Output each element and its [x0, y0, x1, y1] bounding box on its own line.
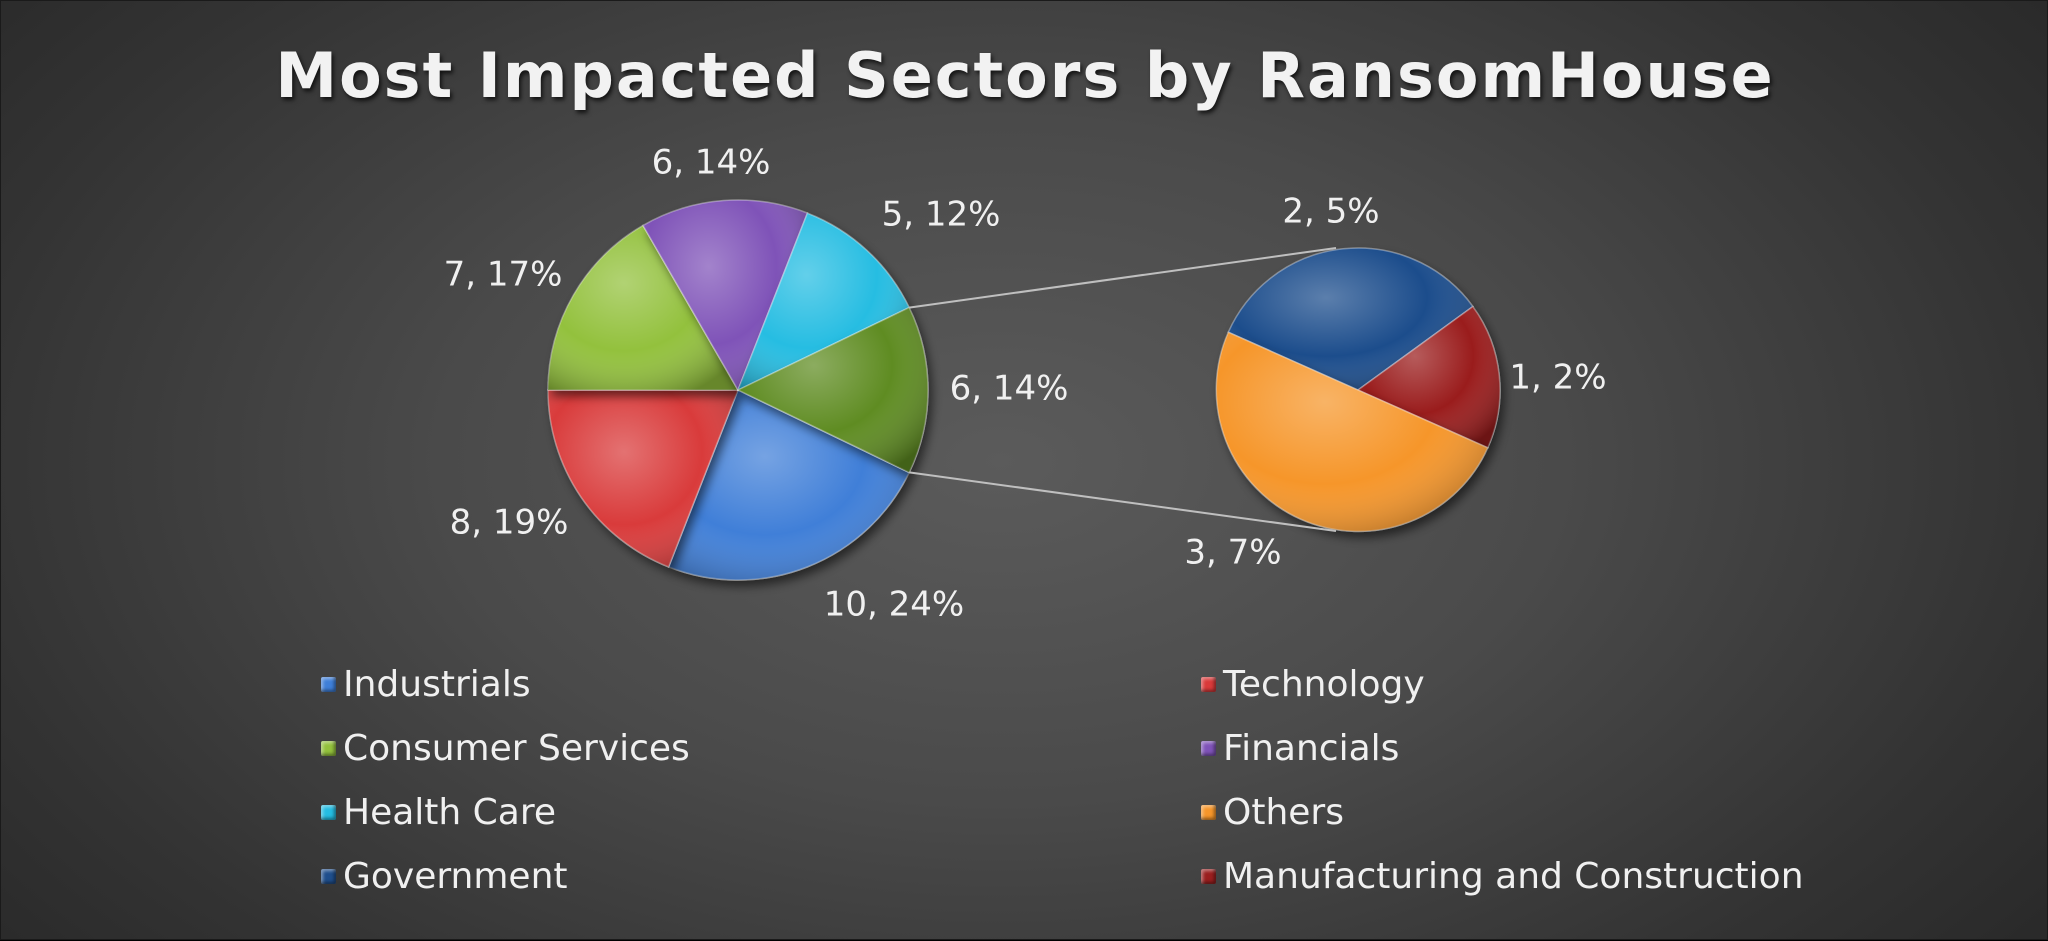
data-label-industrials: 10, 24% [824, 585, 964, 625]
legend-entry-industrials: Industrials [321, 659, 1201, 709]
pie-slice-others [1215, 331, 1489, 533]
pie-slice-financials [641, 199, 809, 392]
legend-label: Health Care [343, 791, 557, 833]
connector-line-top [909, 247, 1337, 309]
legend-label: Financials [1223, 727, 1400, 769]
legend-entry-government: Government [321, 851, 1201, 901]
legend-swatch-industrials [321, 676, 336, 692]
legend-label: Manufacturing and Construction [1223, 855, 1804, 897]
pie-connectors [909, 247, 1337, 532]
data-label-financials: 6, 14% [652, 143, 771, 183]
legend-entry-health-care: Health Care [321, 787, 1201, 837]
chart-title: Most Impacted Sectors by RansomHouse [275, 39, 1775, 112]
legend-label: Industrials [343, 663, 531, 705]
pie-slice-industrials [667, 388, 911, 581]
data-label-technology: 8, 19% [450, 503, 569, 543]
secondary-pie [1215, 247, 1501, 533]
data-label-health-care: 5, 12% [882, 195, 1001, 235]
connector-line-bottom [909, 471, 1337, 532]
pie-slice-consumer-services [547, 224, 740, 391]
legend-swatch-consumer-services [321, 740, 336, 756]
legend-swatch-financials [1201, 740, 1216, 756]
legend-swatch-manufacturing-and-construction [1201, 868, 1216, 884]
legend-label: Government [343, 855, 568, 897]
legend-entry-technology: Technology [1201, 659, 1881, 709]
legend-swatch-government [321, 868, 336, 884]
legend-swatch-technology [1201, 676, 1216, 692]
data-label-government: 2, 5% [1282, 192, 1379, 232]
legend-swatch-health-care [321, 804, 336, 820]
legend-entry-manufacturing-and-construction: Manufacturing and Construction [1201, 851, 1881, 901]
legend-entry-others: Others [1201, 787, 1881, 837]
data-labels: 10, 24% 8, 19% 7, 17% 6, 14% 5, 12% 6, 14% 2, … [444, 143, 1607, 625]
pie-slice-technology [547, 389, 740, 568]
pie-slice-other-aggregate [736, 306, 929, 474]
main-pie [547, 199, 929, 581]
data-label-consumer-services: 7, 17% [444, 255, 563, 295]
data-label-others: 3, 7% [1184, 533, 1281, 573]
legend-label: Consumer Services [343, 727, 690, 769]
data-label-manufacturing-and-construction: 1, 2% [1509, 358, 1606, 398]
pie-slice-manufacturing-and-construction [1356, 305, 1501, 449]
legend-swatch-others [1201, 804, 1216, 820]
pie-slice-health-care [736, 212, 911, 392]
data-label-other-aggregate: 6, 14% [950, 369, 1069, 409]
legend-label: Technology [1223, 663, 1425, 705]
legend-label: Others [1223, 791, 1344, 833]
pie-slice-government [1227, 247, 1474, 391]
legend-entry-consumer-services: Consumer Services [321, 723, 1201, 773]
legend: Industrials Technology Consumer Services Fi… [321, 659, 1881, 901]
legend-entry-financials: Financials [1201, 723, 1881, 773]
